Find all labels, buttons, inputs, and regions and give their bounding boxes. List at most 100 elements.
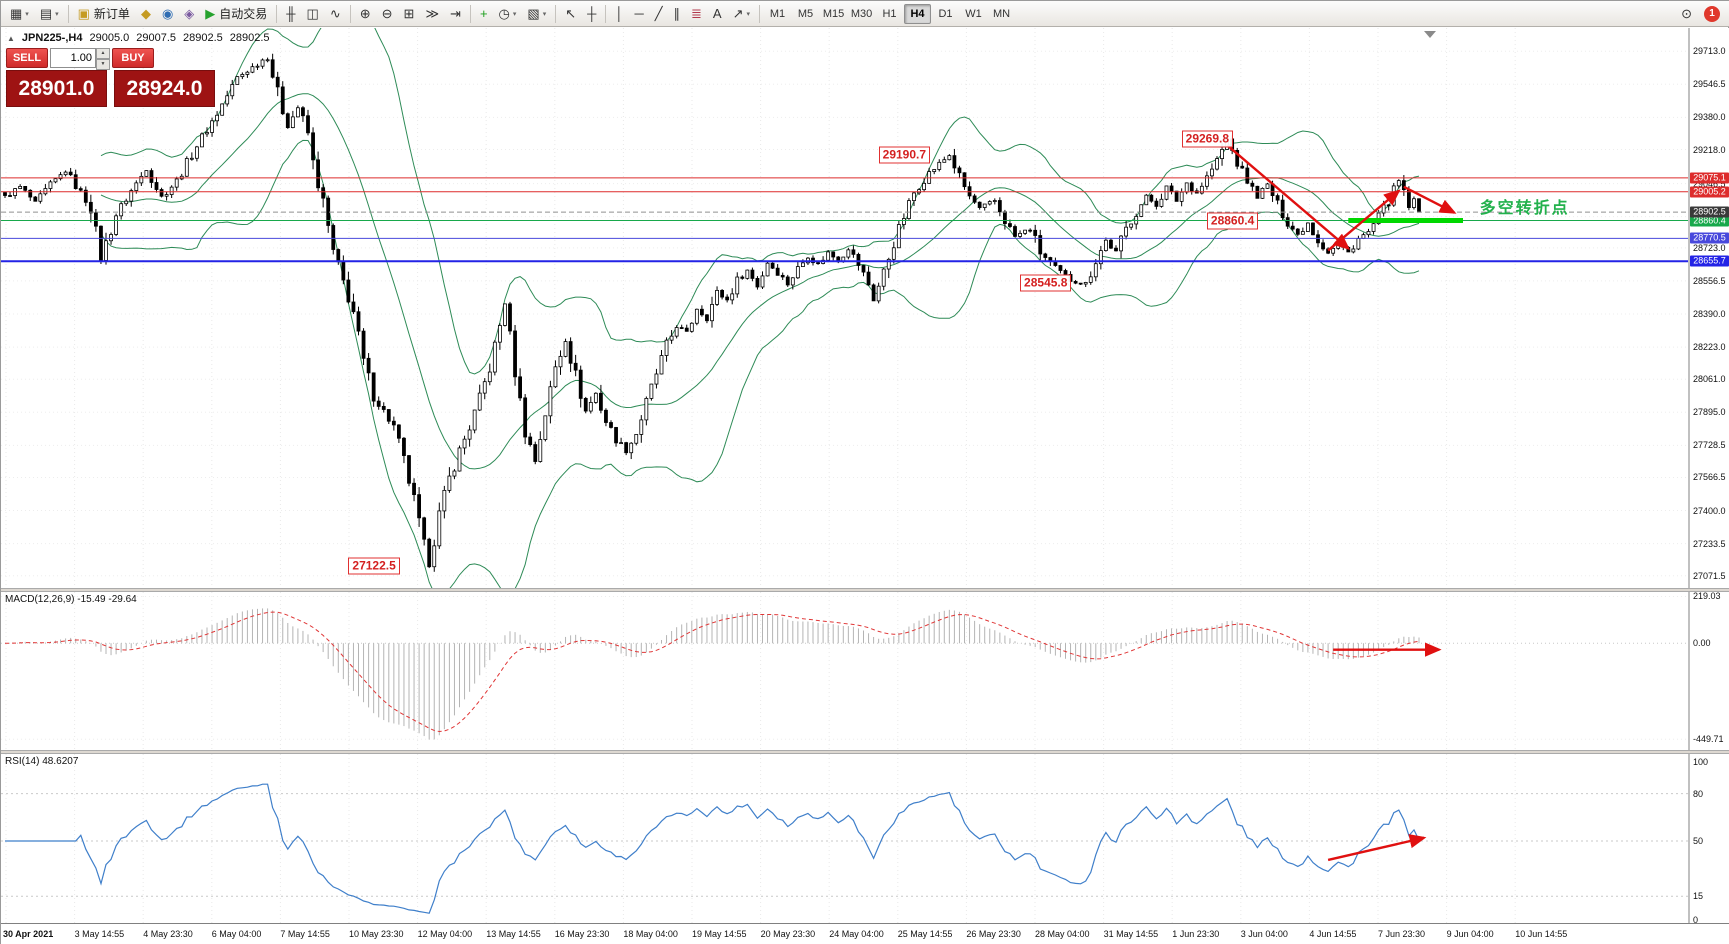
macd-values: -15.49 -29.64 bbox=[77, 594, 137, 605]
cursor-icon[interactable]: ↖ bbox=[560, 3, 581, 25]
new-order-button-label: 新订单 bbox=[93, 7, 130, 21]
zoom-out-icon-glyph: ⊖ bbox=[381, 6, 393, 21]
timeframe-h1[interactable]: H1 bbox=[882, 7, 897, 20]
period-selector-icon[interactable]: ◷ ▾ bbox=[494, 3, 522, 25]
new-order-button[interactable]: ▣ 新订单 bbox=[73, 3, 135, 25]
time-axis-label: 26 May 23:30 bbox=[966, 929, 1021, 939]
candlestick-chart-icon[interactable]: ◫ bbox=[302, 3, 324, 25]
time-axis-label: 7 Jun 23:30 bbox=[1378, 929, 1426, 939]
chart-price-label-27122.5[interactable]: 27122.5 bbox=[348, 557, 400, 575]
price-tag-28655.7: 28655.7 bbox=[1690, 255, 1729, 267]
time-axis-label: 10 Jun 14:55 bbox=[1515, 929, 1568, 939]
toolbar-separator bbox=[555, 4, 557, 23]
lot-size-input[interactable] bbox=[50, 48, 96, 68]
timeframe-m5[interactable]: M5 bbox=[797, 7, 814, 20]
vertical-line-icon[interactable]: │ bbox=[610, 3, 628, 25]
timeframe-h4[interactable]: H4 bbox=[904, 3, 932, 24]
lot-increase-button[interactable]: ▲ bbox=[96, 48, 110, 59]
timeframe-m1[interactable]: M1 bbox=[769, 7, 786, 20]
time-axis-label: 9 Jun 04:00 bbox=[1446, 929, 1494, 939]
chart-shift-icon[interactable]: ⇥ bbox=[445, 3, 466, 25]
line-chart-icon[interactable]: ∿ bbox=[325, 3, 346, 25]
time-axis-label: 18 May 04:00 bbox=[623, 929, 678, 939]
rsi-pane-splitter[interactable] bbox=[1, 750, 1729, 754]
rsi-value: 48.6207 bbox=[42, 756, 79, 767]
time-axis-label: 12 May 04:00 bbox=[417, 929, 473, 939]
horizontal-line-icon-glyph: ─ bbox=[634, 6, 644, 21]
sell-button[interactable]: SELL bbox=[6, 48, 48, 68]
chart-shift-icon-glyph: ⇥ bbox=[450, 6, 461, 21]
macd-pane[interactable]: MACD(12,26,9) -15.49 -29.64 219.03 0.00 -4… bbox=[1, 592, 1729, 750]
macd-axis-label: -449.71 bbox=[1693, 734, 1724, 745]
toolbar-separator bbox=[349, 4, 351, 23]
auto-scroll-icon-glyph: ≫ bbox=[425, 6, 440, 21]
arrow-tools-icon[interactable]: ↗ ▾ bbox=[728, 3, 755, 25]
crosshair-icon[interactable]: ┼ bbox=[582, 3, 601, 25]
add-indicator-icon[interactable]: + bbox=[475, 3, 493, 25]
auto-trading-button-glyph: ▶ bbox=[205, 6, 216, 21]
timeframe-w1[interactable]: W1 bbox=[965, 7, 982, 20]
profiles-icon[interactable]: ▤ ▾ bbox=[35, 3, 64, 25]
template-icon[interactable]: ▧ ▾ bbox=[522, 3, 551, 25]
rsi-arrow[interactable] bbox=[1327, 834, 1427, 862]
timeframe-mn[interactable]: MN bbox=[992, 7, 1011, 20]
navigator-icon[interactable]: ◈ bbox=[179, 3, 199, 25]
chart-shift-marker[interactable] bbox=[1424, 31, 1436, 38]
zoom-out-icon[interactable]: ⊖ bbox=[377, 3, 398, 25]
timeframe-d1[interactable]: D1 bbox=[938, 7, 953, 20]
search-icon[interactable]: ⊙ bbox=[1676, 3, 1697, 25]
tile-windows-icon[interactable]: ⊞ bbox=[399, 3, 420, 25]
rsi-axis-label: 100 bbox=[1693, 757, 1709, 767]
time-axis-label: 20 May 23:30 bbox=[760, 929, 816, 939]
price-axis-label: 27566.5 bbox=[1693, 472, 1726, 483]
text-icon[interactable]: A bbox=[708, 3, 727, 25]
macd-pane-splitter[interactable] bbox=[1, 588, 1729, 592]
buy-button[interactable]: BUY bbox=[112, 48, 154, 68]
price-axis-label: 27233.5 bbox=[1693, 538, 1726, 549]
data-window-icon[interactable]: ◉ bbox=[157, 3, 178, 25]
auto-trading-button[interactable]: ▶ 自动交易 bbox=[200, 3, 272, 25]
bollinger-lower bbox=[100, 139, 1420, 588]
rsi-pane[interactable]: RSI(14) 48.6207 100 80 50 15 0 bbox=[1, 754, 1729, 923]
chevron-down-icon: ▾ bbox=[512, 10, 517, 18]
lot-decrease-button[interactable]: ▼ bbox=[96, 59, 110, 70]
template-icon-glyph: ▧ bbox=[527, 6, 540, 21]
trendline-icon[interactable]: ╱ bbox=[650, 3, 668, 25]
chart-price-label-29190.7[interactable]: 29190.7 bbox=[878, 146, 931, 164]
time-axis-label: 3 May 14:55 bbox=[74, 929, 125, 939]
price-tag-29005.2: 29005.2 bbox=[1690, 186, 1729, 198]
trend-arrows[interactable] bbox=[1226, 144, 1457, 252]
chart-price-label-28860.4[interactable]: 28860.4 bbox=[1206, 212, 1259, 230]
auto-scroll-icon[interactable]: ≫ bbox=[420, 3, 444, 25]
buy-price-panel[interactable]: 28924.0 bbox=[114, 70, 215, 107]
price-axis-label: 28390.0 bbox=[1693, 308, 1726, 319]
time-axis-label: 24 May 04:00 bbox=[829, 929, 884, 939]
chart-price-label-29269.8[interactable]: 29269.8 bbox=[1181, 130, 1234, 148]
data-window-icon-glyph: ◉ bbox=[161, 6, 174, 21]
timeframe-m30[interactable]: M30 bbox=[850, 7, 873, 20]
time-axis[interactable]: 30 Apr 2021 3 May 14:55 4 May 23:30 6 May 0… bbox=[1, 923, 1729, 944]
fibonacci-icon[interactable]: ≣ bbox=[686, 3, 707, 25]
arrow-tools-icon-glyph: ↗ bbox=[732, 6, 744, 21]
ohlc-close: 28902.5 bbox=[229, 32, 270, 44]
zoom-in-icon[interactable]: ⊕ bbox=[355, 3, 376, 25]
trend-arrow-2 bbox=[1327, 189, 1401, 252]
sell-price-panel[interactable]: 28901.0 bbox=[6, 70, 107, 107]
bollinger-middle bbox=[100, 93, 1420, 470]
toolbar-separator bbox=[469, 4, 471, 23]
turning-point-note[interactable]: 多空转折点 bbox=[1479, 199, 1570, 217]
chart-price-label-28545.8[interactable]: 28545.8 bbox=[1020, 274, 1072, 292]
notification-badge[interactable]: 1 bbox=[1704, 5, 1720, 22]
price-axis-label: 29380.0 bbox=[1693, 112, 1726, 123]
chart-window-icon[interactable]: ▦ ▾ bbox=[5, 3, 34, 25]
horizontal-line-icon[interactable]: ─ bbox=[629, 3, 648, 25]
horizontal-line-objects[interactable] bbox=[1, 177, 1688, 263]
channel-icon[interactable]: ∥ bbox=[669, 3, 686, 25]
macd-name: MACD(12,26,9) bbox=[5, 594, 75, 605]
timeframe-m15[interactable]: M15 bbox=[822, 7, 845, 20]
market-watch-icon[interactable]: ◆ bbox=[136, 3, 156, 25]
ohlc-low: 28902.5 bbox=[183, 32, 223, 44]
bar-chart-icon[interactable]: ╫ bbox=[281, 3, 300, 25]
main-chart-pane[interactable]: ▲ JPN225-,H4 29005.0 29007.5 28902.5 289… bbox=[1, 28, 1729, 588]
time-axis-label: 31 May 14:55 bbox=[1103, 929, 1159, 939]
